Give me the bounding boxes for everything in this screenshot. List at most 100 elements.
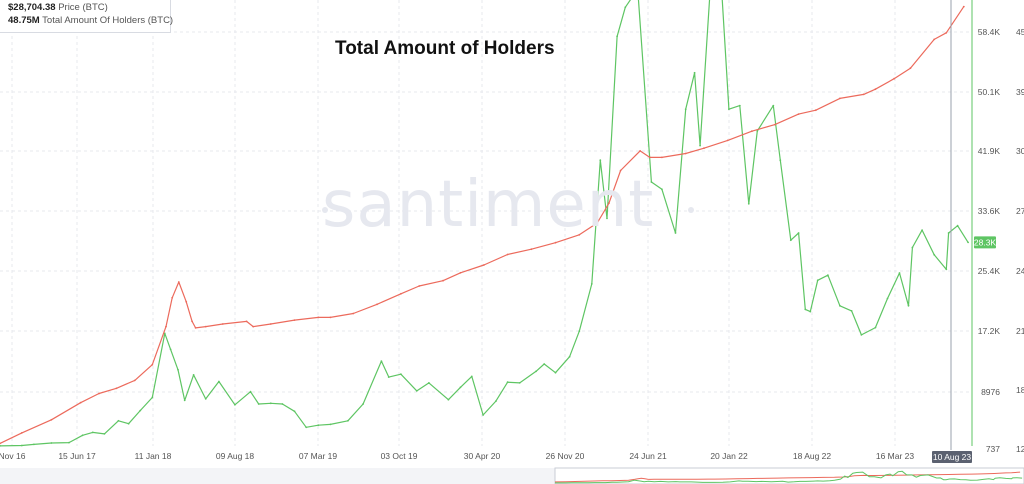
holders-data-point: [814, 109, 817, 112]
holders-data-point: [352, 312, 355, 315]
holders-data-point: [596, 222, 599, 224]
holders-data-point: [909, 67, 912, 70]
legend-box: $28,704.38 Price (BTC) 48.75M Total Amou…: [0, 0, 173, 33]
price-data-point: [827, 274, 829, 277]
price-data-point: [269, 402, 272, 405]
legend-price-row[interactable]: $28,704.38 Price (BTC): [8, 2, 108, 13]
navigator-layer[interactable]: [0, 467, 1024, 484]
current-price-badge-text: 28.3K: [974, 237, 997, 247]
x-tick-label: 03 Oct 19: [381, 451, 418, 461]
holders-data-point: [0, 442, 1, 445]
price-data-point: [839, 304, 841, 307]
holders-series-line: [0, 6, 965, 444]
price-data-point: [624, 6, 627, 9]
holders-data-point: [874, 88, 877, 91]
navigator-dim-left: [0, 468, 555, 484]
price-data-point: [91, 431, 94, 434]
left-y-tick-label: 737: [986, 444, 1000, 454]
holders-data-point: [20, 432, 23, 434]
price-data-point: [699, 144, 701, 147]
price-data-point: [33, 443, 35, 446]
left-y-tick-label: 58.4K: [978, 27, 1001, 37]
holders-data-point: [252, 325, 255, 328]
price-data-point: [650, 181, 653, 183]
holders-data-point: [578, 233, 581, 236]
price-data-point: [518, 382, 521, 384]
right-y-tick-label: 45: [1016, 27, 1024, 37]
right-y-tick-label: 21: [1016, 326, 1024, 336]
price-data-point: [738, 104, 741, 107]
x-tick-label: 26 Nov 20: [546, 451, 585, 461]
current-date-badge: [932, 451, 972, 463]
holders-data-point: [293, 319, 296, 321]
holders-data-point: [400, 292, 402, 295]
x-tick-label: 09 Aug 18: [216, 451, 255, 461]
right-y-tick-label: 24: [1016, 266, 1024, 276]
left-y-tick-label: 17.2K: [978, 326, 1001, 336]
price-data-point: [535, 370, 537, 373]
price-data-point: [204, 398, 207, 400]
price-data-point: [400, 373, 402, 376]
right-y-tick-label: 27: [1016, 206, 1024, 216]
price-data-point: [661, 188, 663, 191]
holders-data-point: [459, 271, 462, 274]
holders-data-point: [418, 285, 421, 287]
x-tick-label: 11 Jan 18: [135, 451, 172, 461]
current-date-badge-text: 10 Aug 23: [933, 452, 972, 462]
navigator-holders-line: [554, 471, 1021, 483]
holders-data-point: [185, 300, 188, 303]
holders-data-point: [317, 316, 320, 319]
x-tick-label: 24 Jun 21: [629, 451, 667, 461]
holders-data-point: [661, 156, 663, 159]
price-data-point: [218, 380, 220, 383]
holders-data-point: [191, 320, 194, 323]
price-data-point: [616, 35, 618, 38]
price-data-point: [898, 272, 901, 274]
holders-data-point: [376, 303, 378, 306]
holders-data-point: [79, 401, 82, 404]
price-data-point: [921, 229, 923, 232]
price-data-point: [293, 410, 296, 413]
price-data-point: [0, 445, 1, 447]
holders-data-point: [177, 281, 180, 283]
price-data-point: [674, 232, 677, 234]
price-data-point: [305, 426, 308, 429]
holders-data-point: [962, 5, 965, 8]
holders-data-point: [797, 113, 800, 115]
price-data-point: [169, 348, 172, 351]
price-data-point: [590, 283, 593, 285]
holders-data-point: [204, 325, 207, 328]
legend-holders-label: Total Amount Of Holders (BTC): [42, 15, 174, 26]
right-y-tick-label: 12: [1016, 444, 1024, 454]
legend-price-value: $28,704.38: [8, 2, 56, 13]
price-data-point: [860, 334, 863, 336]
price-data-point: [470, 375, 473, 378]
price-data-point: [50, 442, 53, 444]
right-y-tick-label: 39: [1016, 87, 1024, 97]
price-data-point: [380, 360, 383, 362]
x-tick-label: 07 Mar 19: [299, 451, 338, 461]
price-data-point: [945, 268, 948, 271]
price-data-point: [329, 423, 332, 426]
price-data-point: [347, 419, 349, 422]
price-data-point: [81, 434, 84, 437]
price-data-point: [234, 403, 236, 406]
holders-data-point: [442, 279, 444, 282]
price-data-point: [850, 310, 853, 312]
x-tick-label: Nov 16: [0, 451, 26, 461]
watermark-dot-right: [688, 207, 694, 213]
left-y-tick-label: 41.9K: [978, 146, 1001, 156]
price-data-point: [578, 330, 581, 333]
current-price-badge: [974, 236, 996, 249]
price-data-point: [459, 386, 462, 389]
holders-data-point: [608, 202, 610, 205]
price-data-point: [911, 246, 914, 249]
holders-data-point: [933, 38, 936, 41]
holders-data-point: [483, 264, 485, 266]
price-data-point: [693, 71, 696, 74]
left-y-tick-label: 33.6K: [978, 206, 1001, 216]
price-data-point: [20, 444, 23, 447]
holders-data-point: [151, 363, 154, 366]
series-layer: [0, 0, 969, 447]
legend-holders-row[interactable]: 48.75M Total Amount Of Holders (BTC): [8, 15, 173, 26]
